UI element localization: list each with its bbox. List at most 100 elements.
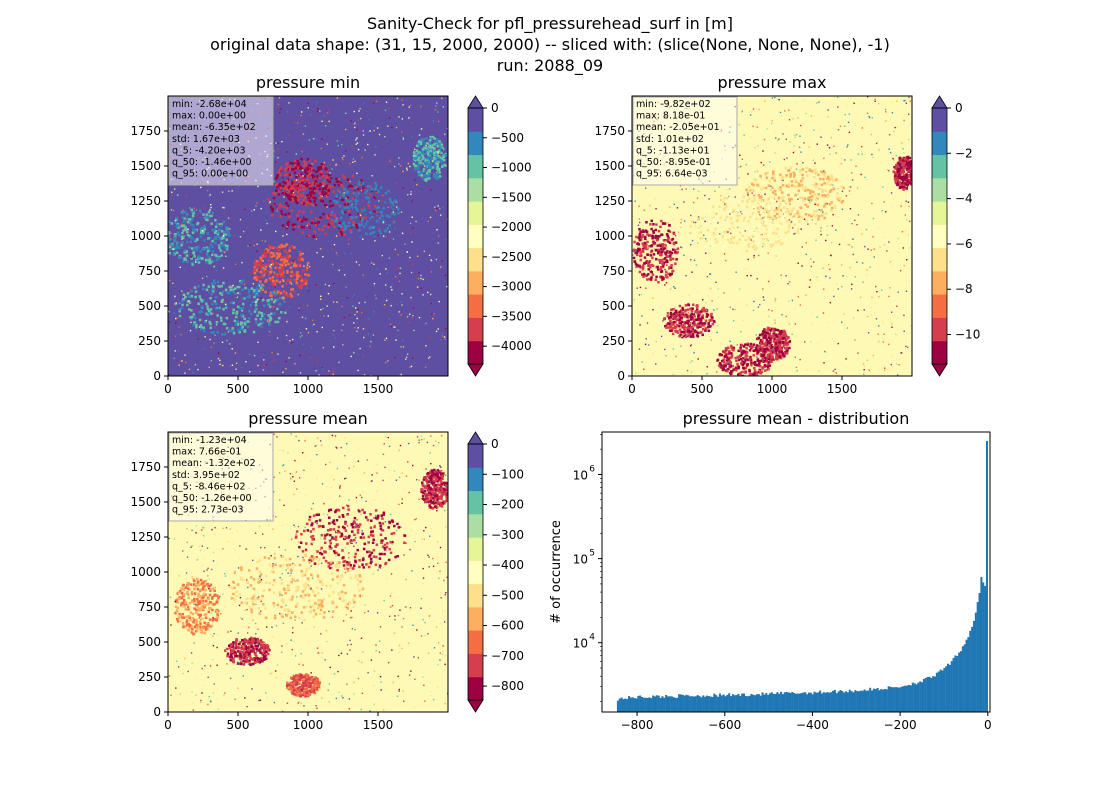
heatmap-cell: [284, 185, 288, 188]
heatmap-cell: [759, 205, 763, 209]
heatmap-speck: [883, 296, 886, 299]
heatmap-cell: [790, 184, 794, 187]
heatmap-cell: [355, 208, 358, 211]
heatmap-speck: [361, 145, 364, 147]
heatmap-cell: [201, 248, 205, 251]
heatmap-speck: [279, 298, 282, 300]
heatmap-speck: [243, 314, 245, 317]
heatmap-cell: [373, 198, 376, 202]
heatmap-speck: [439, 153, 441, 156]
heatmap-speck: [362, 274, 364, 276]
heatmap-cell: [209, 326, 213, 330]
heatmap-speck: [374, 125, 376, 127]
heatmap-cell: [828, 202, 832, 206]
heatmap-cell: [721, 366, 725, 370]
heatmap-speck: [417, 278, 420, 280]
heatmap-speck: [328, 284, 330, 287]
heatmap-cell: [214, 241, 217, 245]
heatmap-speck: [435, 258, 438, 261]
heatmap-speck: [437, 328, 440, 330]
heatmap-cell: [216, 314, 219, 317]
heatmap-cell: [735, 359, 738, 363]
heatmap-cell: [291, 193, 295, 197]
heatmap-cell: [759, 214, 763, 217]
heatmap-speck: [378, 133, 381, 136]
heatmap-cell: [189, 300, 192, 304]
heatmap-cell: [735, 214, 738, 217]
heatmap-cell: [251, 300, 255, 303]
heatmap-cell: [327, 185, 330, 188]
heatmap-cell: [287, 220, 291, 224]
heatmap-cell: [371, 189, 374, 193]
heatmap-cell: [779, 347, 783, 351]
heatmap-cell: [206, 232, 210, 235]
heatmap-cell: [263, 317, 267, 321]
heatmap-cell: [790, 197, 793, 201]
heatmap-cell: [832, 187, 836, 191]
heatmap-cell: [702, 306, 705, 310]
heatmap-cell: [723, 364, 726, 367]
heatmap-speck: [409, 256, 411, 259]
heatmap-speck: [173, 196, 175, 199]
heatmap-cell: [276, 185, 279, 189]
heatmap-cell: [663, 257, 667, 260]
heatmap-cell: [279, 173, 282, 177]
heatmap-cell: [357, 212, 361, 215]
heatmap-cell: [752, 249, 755, 252]
heatmap-speck: [854, 258, 856, 260]
heatmap-cell: [746, 358, 750, 361]
heatmap-speck: [445, 238, 447, 241]
heatmap-cell: [434, 159, 437, 163]
heatmap-cell: [776, 355, 779, 358]
heatmap-cell: [195, 326, 198, 329]
heatmap-cell: [785, 210, 788, 214]
heatmap-speck: [189, 207, 191, 209]
heatmap-cell: [366, 212, 369, 215]
heatmap-cell: [706, 313, 710, 317]
heatmap-cell: [308, 187, 312, 190]
heatmap-cell: [346, 178, 350, 181]
heatmap-cell: [302, 202, 306, 205]
heatmap-cell: [758, 361, 761, 365]
heatmap-cell: [205, 246, 209, 249]
heatmap-cell: [744, 354, 747, 358]
heatmap-cell: [335, 195, 338, 198]
heatmap-cell: [784, 347, 787, 350]
heatmap-cell: [286, 251, 289, 254]
heatmap-cell: [319, 183, 322, 186]
heatmap-cell: [796, 212, 799, 215]
heatmap-cell: [371, 221, 375, 225]
heatmap-cell: [756, 352, 759, 356]
heatmap-cell: [286, 294, 290, 298]
heatmap-speck: [840, 162, 843, 165]
heatmap-speck: [371, 262, 373, 264]
heatmap-cell: [198, 311, 201, 314]
heatmap-cell: [663, 222, 667, 225]
heatmap-speck: [221, 301, 224, 303]
heatmap-speck: [416, 184, 418, 186]
heatmap-cell: [360, 208, 363, 211]
heatmap-cell: [691, 335, 695, 339]
heatmap-cell: [199, 227, 203, 230]
heatmap-cell: [253, 265, 257, 269]
heatmap-cell: [753, 178, 756, 181]
heatmap-speck: [815, 239, 817, 241]
heatmap-cell: [695, 308, 699, 311]
heatmap-speck: [774, 96, 776, 99]
heatmap-cell: [680, 316, 683, 320]
heatmap-cell: [436, 162, 439, 166]
heatmap-speck: [178, 326, 180, 328]
heatmap-cell: [426, 142, 429, 145]
heatmap-cell: [339, 208, 342, 211]
heatmap-cell: [809, 192, 812, 195]
heatmap-speck: [697, 232, 700, 235]
heatmap-cell: [675, 251, 678, 255]
heatmap-cell: [702, 322, 705, 325]
heatmap-speck: [686, 334, 688, 336]
heatmap-speck: [263, 200, 265, 202]
heatmap-speck: [436, 229, 438, 231]
heatmap-cell: [217, 235, 221, 239]
heatmap-cell: [738, 355, 741, 358]
heatmap-cell: [293, 180, 296, 183]
heatmap-cell: [778, 341, 781, 344]
